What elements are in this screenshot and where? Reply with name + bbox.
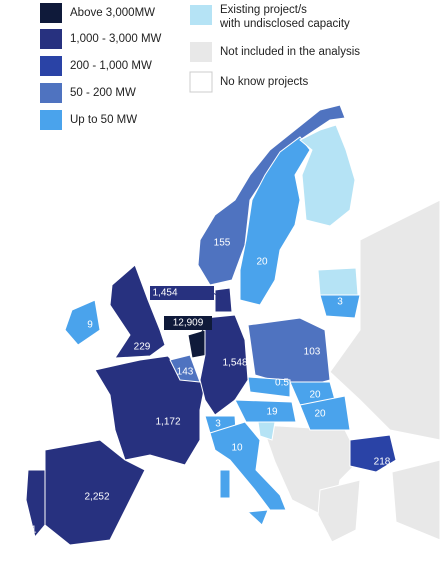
- map-label: 218: [374, 457, 391, 468]
- legend-label: No know projects: [220, 76, 308, 88]
- legend-swatch: [40, 83, 62, 103]
- ireland: [64, 299, 101, 346]
- map-label: 19: [266, 407, 278, 418]
- map-label: 229: [134, 342, 151, 353]
- map-label: 20: [256, 257, 268, 268]
- slovenia: [257, 421, 276, 441]
- greece: [317, 479, 361, 543]
- legend-swatch: [40, 110, 62, 130]
- label-box: [150, 286, 214, 300]
- map-label: 3: [337, 297, 343, 308]
- map-label: 1,548: [222, 358, 247, 369]
- legend-swatch: [190, 42, 212, 62]
- legend-label: Up to 50 MW: [70, 114, 137, 126]
- map-label: 3: [215, 419, 221, 430]
- italy: [209, 421, 287, 511]
- sicily: [246, 509, 269, 526]
- map-label: 2,252: [84, 492, 109, 503]
- sweden: [239, 136, 311, 306]
- turkey: [391, 459, 441, 541]
- legend-swatch: [40, 29, 62, 49]
- leader-line: [212, 292, 223, 299]
- czechia: [247, 376, 291, 398]
- legend-label: with undisclosed capacity: [219, 18, 350, 30]
- map-label: 9: [87, 320, 93, 331]
- countries: [25, 104, 441, 546]
- sardinia: [219, 469, 231, 499]
- legend: Above 3,000MW 1,000 - 3,000 MW 200 - 1,000…: [40, 3, 360, 130]
- map-label: 20: [314, 409, 326, 420]
- map-label: 20: [309, 390, 321, 401]
- map-label: 10: [231, 443, 243, 454]
- baltics: [317, 267, 359, 296]
- lithuania: [319, 294, 361, 319]
- legend-label: Above 3,000MW: [70, 7, 155, 19]
- map-label: 103: [304, 347, 321, 358]
- label-box: [164, 316, 212, 330]
- russia-ukraine: [329, 199, 441, 441]
- spain: [44, 439, 146, 546]
- hungary: [299, 395, 351, 431]
- legend-label: 1,000 - 3,000 MW: [70, 33, 162, 45]
- map-label: 143: [177, 367, 194, 378]
- finland: [299, 124, 356, 227]
- map-label: 12,909: [173, 318, 204, 329]
- germany: [199, 314, 249, 416]
- portugal: [25, 469, 46, 539]
- legend-label: 200 - 1,000 MW: [70, 60, 152, 72]
- uk: [109, 264, 166, 359]
- norway: [197, 104, 346, 286]
- legend-swatch: [190, 5, 212, 25]
- map-labels: 155 20 3 9 229 1,454 12,909 143 1,548 10…: [11, 238, 390, 536]
- austria: [234, 399, 297, 423]
- legend-label: Not included in the analysis: [220, 46, 360, 58]
- denmark: [214, 287, 233, 313]
- map-label: 1,001: [11, 525, 36, 536]
- legend-label: 50 - 200 MW: [70, 87, 136, 99]
- map-label: 155: [214, 238, 231, 249]
- france: [94, 355, 206, 466]
- map-label: 0.5: [275, 378, 289, 389]
- legend-swatch: [40, 3, 62, 23]
- map-label: 1,454: [152, 288, 177, 299]
- bulgaria: [349, 434, 397, 473]
- poland: [247, 317, 331, 389]
- legend-swatch: [40, 56, 62, 76]
- map-label: 1,172: [155, 417, 180, 428]
- legend-swatch: [189, 71, 213, 93]
- legend-label: Existing project/s: [220, 4, 307, 16]
